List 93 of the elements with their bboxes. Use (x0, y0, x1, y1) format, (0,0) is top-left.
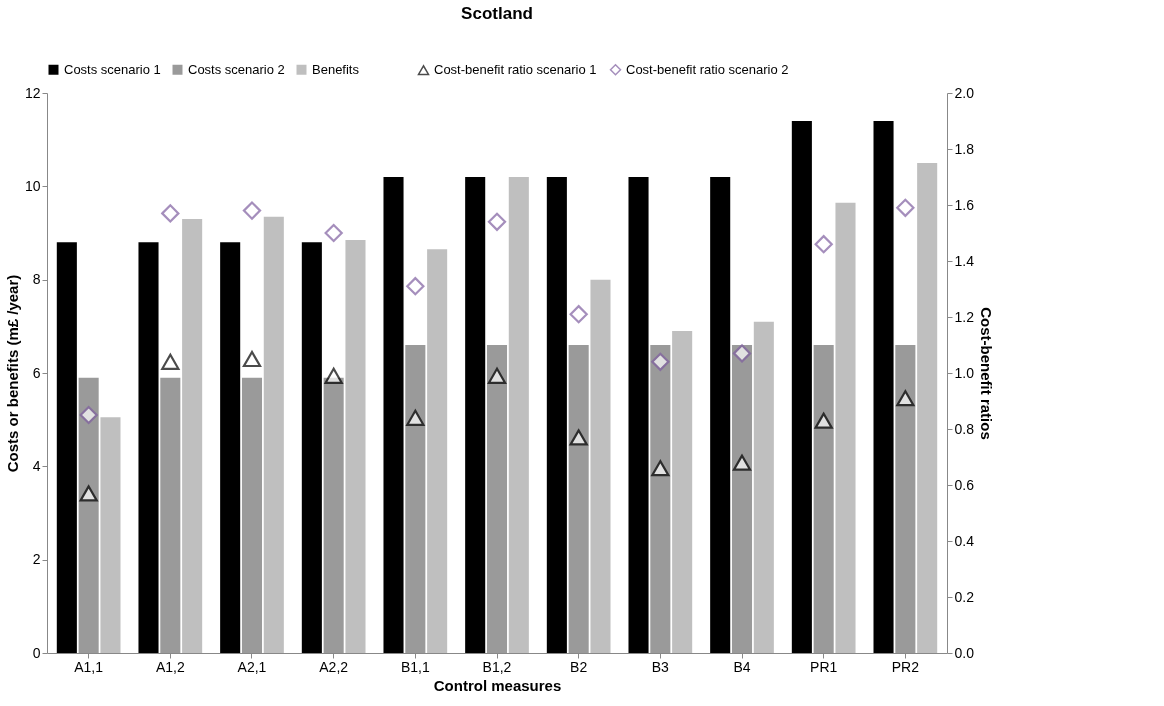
point (569, 305, 588, 324)
point (732, 344, 752, 363)
bar (835, 202, 856, 653)
point (406, 409, 425, 426)
legend-label: Costs scenario 2 (188, 61, 285, 77)
y2-axis-title: Cost-benefit ratios (977, 307, 995, 440)
point (814, 412, 833, 429)
point (324, 367, 343, 384)
x-tick-label: B1,1 (400, 658, 430, 675)
point (79, 485, 98, 502)
bar (220, 242, 241, 653)
x-tick-label: B3 (651, 658, 670, 675)
y-tick-label: 6 (32, 364, 41, 381)
y-tick-label: 0 (32, 644, 41, 661)
y-tick-label: 8 (32, 271, 41, 288)
bar (182, 219, 203, 653)
y2-tick-label: 0.0 (954, 644, 975, 661)
bar (791, 121, 812, 653)
y2-tick-label: 0.6 (954, 476, 975, 493)
x-tick-label: A1,1 (74, 658, 104, 675)
bar (160, 377, 181, 653)
bar (650, 345, 671, 653)
bar (917, 163, 938, 653)
bar (241, 377, 263, 653)
point (242, 350, 262, 368)
point (161, 353, 180, 370)
y2-tick-label: 1.6 (954, 196, 975, 213)
bar (383, 177, 404, 653)
x-tick-label: B2 (570, 658, 588, 675)
point (896, 390, 915, 407)
x-tick-label: B4 (733, 658, 751, 675)
point (324, 223, 343, 243)
bar (427, 249, 448, 653)
bar (323, 377, 344, 653)
x-tick-label: B1,2 (482, 658, 512, 675)
legend-label: Costs scenario 1 (64, 61, 161, 77)
bar (465, 177, 486, 653)
bar (813, 345, 834, 653)
bar (508, 177, 529, 653)
bar (100, 417, 121, 653)
y2-tick-label: 1.2 (954, 308, 975, 325)
y-tick-label: 10 (24, 177, 41, 194)
x-tick-label: PR2 (891, 658, 920, 675)
bar (710, 177, 731, 653)
bar (895, 345, 916, 653)
point (79, 405, 98, 425)
point (406, 277, 425, 296)
bar (628, 177, 649, 653)
point (896, 198, 915, 217)
bar (345, 240, 366, 653)
legend-label: Benefits (312, 61, 360, 77)
x-tick-label: PR1 (810, 658, 838, 675)
y-tick-label: 4 (32, 457, 41, 474)
y2-tick-label: 1.8 (954, 140, 975, 157)
legend-label: Cost-benefit ratio scenario 1 (434, 62, 597, 78)
x-tick-label: A2,1 (237, 658, 267, 675)
bar (873, 121, 894, 653)
legend-label: Cost-benefit ratio scenario 2 (626, 61, 789, 77)
bar (590, 279, 611, 653)
y2-tick-label: 2.0 (954, 84, 975, 101)
point (242, 201, 262, 220)
y2-tick-label: 1.4 (954, 252, 975, 269)
bar (546, 177, 567, 653)
point (651, 460, 670, 477)
y-axis-title: Costs or benefits (m£ /year) (3, 274, 21, 473)
bar (301, 242, 322, 653)
y2-tick-label: 0.4 (954, 532, 975, 549)
x-tick-label: A2,2 (319, 658, 349, 675)
x-axis-title: Control measures (433, 676, 562, 694)
bar (672, 331, 693, 653)
chart-title: Scotland (461, 4, 533, 23)
bar (753, 321, 774, 653)
point (487, 367, 507, 384)
y2-tick-label: 1.0 (954, 364, 975, 381)
bar (486, 345, 508, 653)
point (569, 429, 588, 446)
y2-tick-label: 0.8 (954, 420, 975, 437)
point (161, 204, 180, 223)
y2-tick-label: 0.2 (954, 588, 975, 605)
point (651, 352, 670, 371)
bar (56, 242, 77, 653)
bar (731, 345, 753, 653)
x-tick-label: A1,2 (155, 658, 185, 675)
y-tick-label: 2 (32, 551, 41, 568)
bar (138, 242, 159, 653)
bar (263, 216, 284, 653)
bar (568, 345, 589, 653)
y-tick-label: 12 (24, 84, 41, 101)
bar (405, 345, 426, 653)
point (732, 454, 752, 471)
bar (78, 377, 99, 653)
point (487, 212, 507, 231)
point (814, 235, 833, 254)
